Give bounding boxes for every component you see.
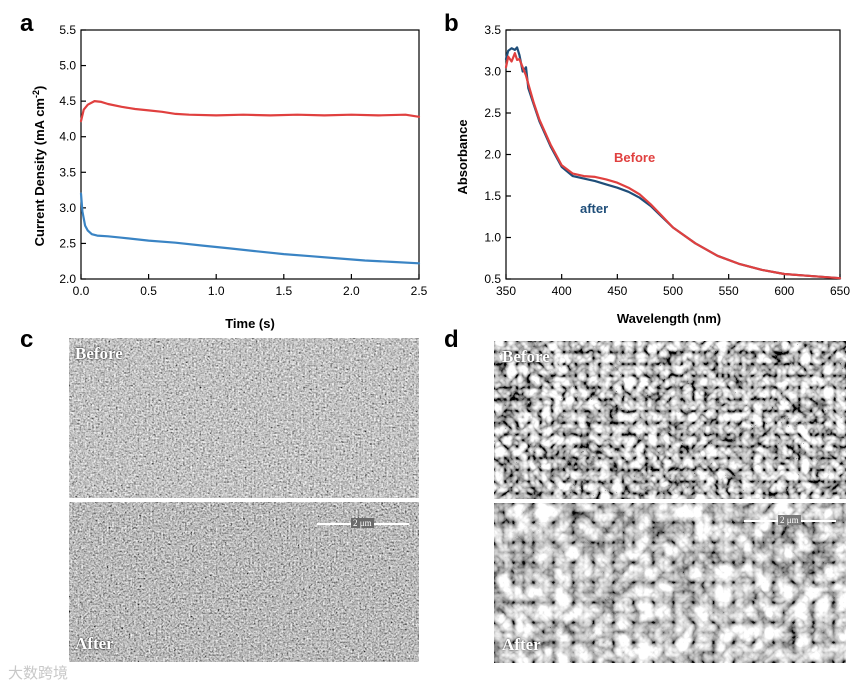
chart-b-xtick-label: 550 <box>719 284 739 298</box>
chart-a-ytick-label: 4.0 <box>59 130 76 144</box>
chart-a-xlabel: Time (s) <box>225 316 275 331</box>
chart-a-ytick-label: 3.5 <box>59 165 76 179</box>
chart-a-ytick-label: 2.0 <box>59 272 76 286</box>
chart-b-xtick-label: 450 <box>607 284 627 298</box>
chart-a-xtick-label: 2.5 <box>411 284 428 298</box>
chart-a-ytick-label: 2.5 <box>59 236 76 250</box>
panel-letter-c: c <box>20 326 34 353</box>
chart-b-xtick-label: 500 <box>663 284 683 298</box>
chart-a-xtick-label: 0.0 <box>73 284 90 298</box>
chart-a-xtick-label: 0.5 <box>140 284 157 298</box>
sem-d-after-label: After <box>502 635 541 654</box>
chart-b-xtick-label: 600 <box>774 284 794 298</box>
chart-a-ylabel: Current Density (mA cm-2) <box>31 86 47 247</box>
sem-c-after-label: After <box>75 634 114 653</box>
sem-image-c-before: Before <box>69 338 419 498</box>
chart-b-xtick-label: 400 <box>552 284 572 298</box>
chart-a-series-line-1 <box>79 192 421 265</box>
chart-b-ytick-label: 1.0 <box>484 231 501 245</box>
legend-after: after <box>580 201 608 216</box>
chart-b-xtick-label: 650 <box>830 284 850 298</box>
chart-a-ytick-label: 5.0 <box>59 59 76 73</box>
sem-d-before-label: Before <box>502 347 550 366</box>
chart-a-series-line-0 <box>79 100 421 123</box>
chart-a-ytick-label: 4.5 <box>59 94 76 108</box>
chart-a-xtick-label: 1.0 <box>208 284 225 298</box>
sem-c-before-label: Before <box>75 344 123 363</box>
panel-letter-b: b <box>444 10 459 37</box>
chart-a-xtick-label: 2.0 <box>343 284 360 298</box>
chart-b-ytick-label: 2.0 <box>484 148 501 162</box>
chart-b-ytick-label: 3.5 <box>484 23 501 37</box>
chart-b-ytick-label: 1.5 <box>484 189 501 203</box>
chart-absorbance: 350 400 450 500 550 600 650 0.5 1.0 1.5 2.0 2.5 3.0 3… <box>455 23 850 326</box>
legend-before: Before <box>614 150 655 165</box>
chart-b-ylabel: Absorbance <box>455 119 470 194</box>
watermark: 大数跨境 <box>8 664 69 682</box>
chart-b-xlabel: Wavelength (nm) <box>617 311 721 326</box>
chart-b-ytick-label: 3.0 <box>484 65 501 79</box>
panel-letter-d: d <box>444 326 459 353</box>
chart-b-series-line-0 <box>504 46 842 280</box>
chart-b-ytick-label: 0.5 <box>484 272 501 286</box>
sem-image-d-after: 2 μm After <box>494 503 846 663</box>
chart-a-ytick-label: 5.5 <box>59 23 76 37</box>
chart-b-ytick-label: 2.5 <box>484 106 501 120</box>
sem-d-scalebar-label: 2 μm <box>778 515 801 525</box>
chart-a-axes-frame <box>80 29 420 280</box>
sem-image-c-after: 2 μm After <box>69 502 419 662</box>
chart-b-xtick-label: 350 <box>496 284 516 298</box>
panel-letter-a: a <box>20 10 34 37</box>
chart-current-density: 0.0 0.5 1.0 1.5 2.0 2.5 2.0 2.5 3.0 3.5 4.0 4.5 5.0 5… <box>31 23 428 331</box>
sem-c-scalebar-label: 2 μm <box>351 518 374 528</box>
sem-image-d-before: Before <box>494 341 846 499</box>
chart-b-series-line-1 <box>504 52 842 280</box>
chart-a-xtick-label: 1.5 <box>275 284 292 298</box>
chart-a-ytick-label: 3.0 <box>59 201 76 215</box>
